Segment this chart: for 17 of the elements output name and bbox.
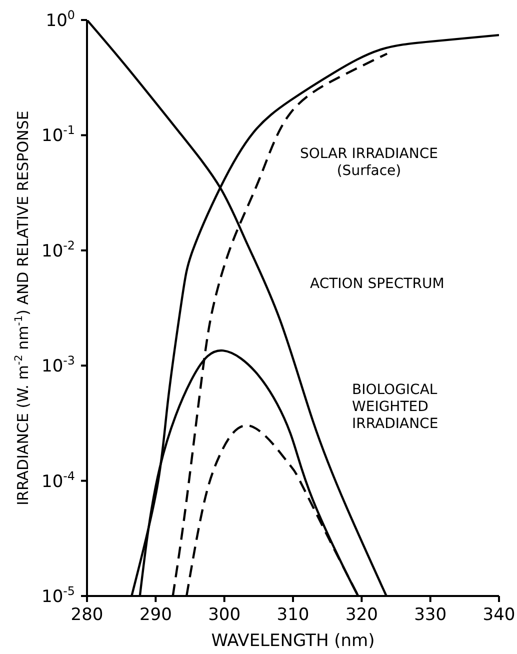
y-tick-label: 10$^{-2}$	[42, 238, 75, 262]
x-tick-label: 300	[208, 605, 241, 625]
y-tick-label: 10$^{-5}$	[42, 584, 75, 607]
x-tick-label: 330	[414, 605, 447, 625]
x-tick-label: 290	[139, 605, 172, 625]
annotation: SOLAR IRRADIANCE (Surface)	[300, 146, 438, 180]
y-tick-label: 10$^{-1}$	[42, 123, 75, 146]
x-tick-label: 320	[345, 605, 378, 625]
y-tick-label: 10$^{-3}$	[42, 354, 75, 377]
x-tick-label: 340	[482, 605, 516, 625]
x-axis-title: WAVELENGTH (nm)	[211, 631, 375, 651]
y-tick-label: 10$^{0}$	[46, 8, 75, 31]
x-tick-label: 310	[276, 605, 310, 625]
y-tick-label: 10$^{-4}$	[42, 468, 75, 492]
x-tick-label: 280	[70, 605, 104, 625]
annotation: ACTION SPECTRUM	[310, 276, 444, 293]
annotation: BIOLOGICAL WEIGHTED IRRADIANCE	[352, 382, 438, 433]
